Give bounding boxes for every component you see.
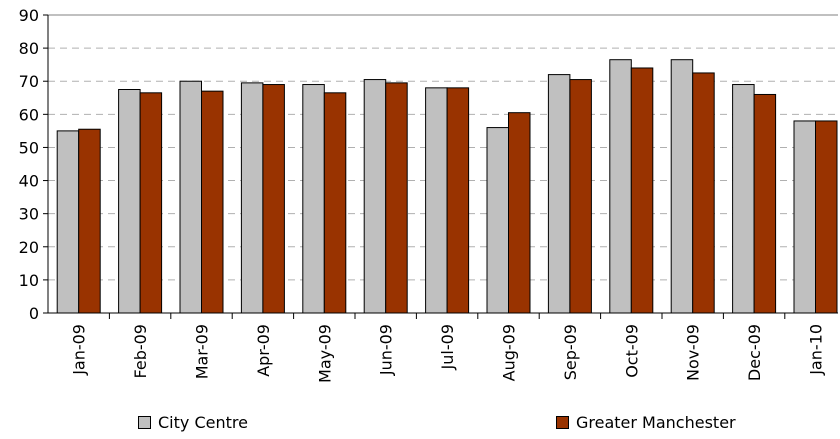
x-tick-label: Jun-09 <box>377 324 396 376</box>
bar-city-centre <box>240 82 264 314</box>
bar-city-centre <box>670 59 694 314</box>
bar-greater-manchester <box>139 92 163 314</box>
x-tick-label: May-09 <box>315 324 334 383</box>
bars <box>56 59 838 314</box>
x-tick-label: Apr-09 <box>254 324 273 377</box>
axes <box>43 14 838 319</box>
bar-greater-manchester <box>323 92 347 314</box>
legend-label-greater-manchester: Greater Manchester <box>576 413 736 432</box>
x-tick-label: Mar-09 <box>193 324 212 379</box>
bar-greater-manchester <box>508 112 531 314</box>
legend-label-city-centre: City Centre <box>158 413 248 432</box>
bar-greater-manchester <box>385 82 408 314</box>
x-tick-label: Nov-09 <box>684 324 703 381</box>
bar-city-centre <box>56 130 80 314</box>
bar-greater-manchester <box>446 87 470 314</box>
x-tick-label: Sep-09 <box>561 324 580 380</box>
legend-item-greater-manchester: Greater Manchester <box>556 413 736 432</box>
bar-city-centre <box>302 84 325 314</box>
bar-city-centre <box>179 80 202 314</box>
bar-city-centre <box>547 74 571 314</box>
y-tick-label: 10 <box>19 271 39 290</box>
y-tick-label: 70 <box>19 72 39 91</box>
legend-swatch-city-centre <box>138 416 151 429</box>
y-tick-label: 60 <box>19 105 39 124</box>
y-tick-label: 20 <box>19 238 39 257</box>
bar-city-centre <box>732 84 755 314</box>
x-tick-label: Dec-09 <box>745 324 764 381</box>
gridlines <box>48 14 838 281</box>
bar-city-centre <box>486 127 509 314</box>
bar-greater-manchester <box>815 120 838 314</box>
y-tick-label: 0 <box>29 304 39 323</box>
bar-greater-manchester <box>753 93 777 314</box>
y-tick-label: 50 <box>19 138 39 157</box>
bar-city-centre <box>363 79 387 314</box>
bar-city-centre <box>425 87 448 314</box>
bar-greater-manchester <box>262 84 285 314</box>
x-tick-label: Jan-09 <box>70 324 89 376</box>
bar-greater-manchester <box>692 72 715 314</box>
bar-greater-manchester <box>630 67 654 314</box>
x-tick-label: Jan-10 <box>807 324 826 376</box>
x-tick-label: Oct-09 <box>622 324 641 378</box>
bar-greater-manchester <box>201 90 224 314</box>
legend-item-city-centre: City Centre <box>138 413 248 432</box>
y-tick-label: 90 <box>19 6 39 25</box>
y-tick-labels: 0 10 20 30 40 50 60 70 80 90 <box>19 6 39 323</box>
x-tick-label: Jul-09 <box>438 324 457 370</box>
y-tick-label: 40 <box>19 172 39 191</box>
bar-city-centre <box>609 59 632 314</box>
y-tick-label: 80 <box>19 39 39 58</box>
x-tick-label: Aug-09 <box>500 324 519 381</box>
y-tick-label: 30 <box>19 205 39 224</box>
x-tick-labels: Jan-09 Feb-09 Mar-09 Apr-09 May-09 Jun-09 Jul-… <box>70 324 826 383</box>
bar-city-centre <box>793 120 816 314</box>
legend-swatch-greater-manchester <box>556 416 569 429</box>
bar-city-centre <box>118 89 141 314</box>
x-tick-label: Feb-09 <box>131 324 150 378</box>
bar-greater-manchester <box>569 79 592 314</box>
bar-greater-manchester <box>78 128 101 314</box>
